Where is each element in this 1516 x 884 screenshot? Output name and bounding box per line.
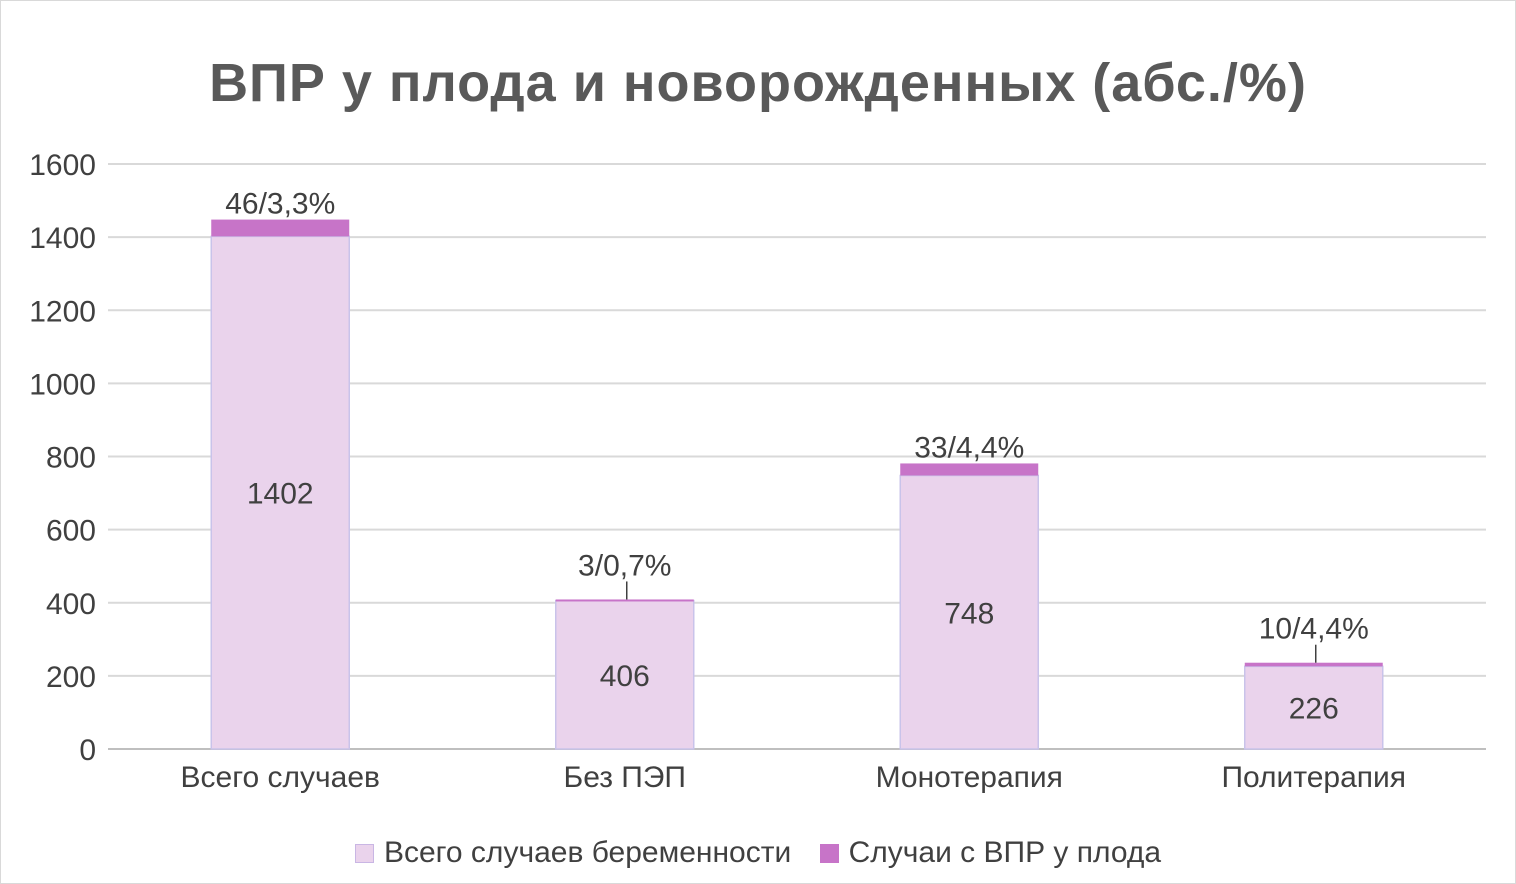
y-tick-label-1: 200 bbox=[46, 661, 96, 694]
y-tick-label-5: 1000 bbox=[29, 368, 96, 401]
data-label-total-pregnancies-3: 226 bbox=[1289, 693, 1339, 726]
data-label-malformation-cases-3: 10/4,4% bbox=[1259, 613, 1369, 646]
legend-item-malformation-cases: Случаи с ВПР у плода bbox=[819, 836, 1162, 870]
chart-legend: Всего случаев беременности Случаи с ВПР … bbox=[0, 836, 1516, 871]
y-tick-label-4: 800 bbox=[46, 442, 96, 475]
bar-malformation-cases-1 bbox=[555, 599, 694, 602]
data-label-total-pregnancies-0: 1402 bbox=[247, 478, 314, 511]
data-label-total-pregnancies-1: 406 bbox=[600, 660, 650, 693]
data-label-malformation-cases-1: 3/0,7% bbox=[578, 549, 671, 582]
chart-title: ВПР у плода и новорожденных (абс./%) bbox=[209, 53, 1307, 113]
y-tick-label-0: 0 bbox=[79, 734, 96, 767]
bar-total-pregnancies-2 bbox=[899, 474, 1039, 750]
legend-swatch-malformation-cases bbox=[819, 843, 839, 863]
y-tick-label-3: 600 bbox=[46, 515, 96, 548]
bar-malformation-cases-0 bbox=[211, 219, 350, 237]
legend-swatch-total-pregnancies bbox=[354, 843, 374, 863]
y-tick-label-8: 1600 bbox=[29, 149, 96, 182]
legend-item-total-pregnancies: Всего случаев беременности bbox=[354, 836, 792, 870]
y-tick-label-7: 1400 bbox=[29, 222, 96, 255]
data-label-malformation-cases-0: 46/3,3% bbox=[225, 188, 335, 221]
x-category-label-1: Без ПЭП bbox=[564, 761, 687, 794]
y-tick-label-6: 1200 bbox=[29, 295, 96, 328]
x-category-label-3: Политерапия bbox=[1221, 761, 1406, 794]
bar-total-pregnancies-3 bbox=[1244, 665, 1384, 750]
x-category-label-2: Монотерапия bbox=[876, 761, 1063, 794]
y-tick-label-2: 400 bbox=[46, 588, 96, 621]
legend-label-total-pregnancies: Всего случаев беременности bbox=[383, 836, 792, 869]
data-label-total-pregnancies-2: 748 bbox=[944, 597, 994, 630]
data-label-malformation-cases-2: 33/4,4% bbox=[914, 431, 1024, 464]
bar-total-pregnancies-0 bbox=[210, 235, 350, 750]
bar-malformation-cases-2 bbox=[900, 463, 1039, 476]
x-category-label-0: Всего случаев bbox=[181, 761, 380, 794]
legend-label-malformation-cases: Случаи с ВПР у плода bbox=[848, 836, 1162, 869]
bar-malformation-cases-3 bbox=[1244, 662, 1383, 667]
